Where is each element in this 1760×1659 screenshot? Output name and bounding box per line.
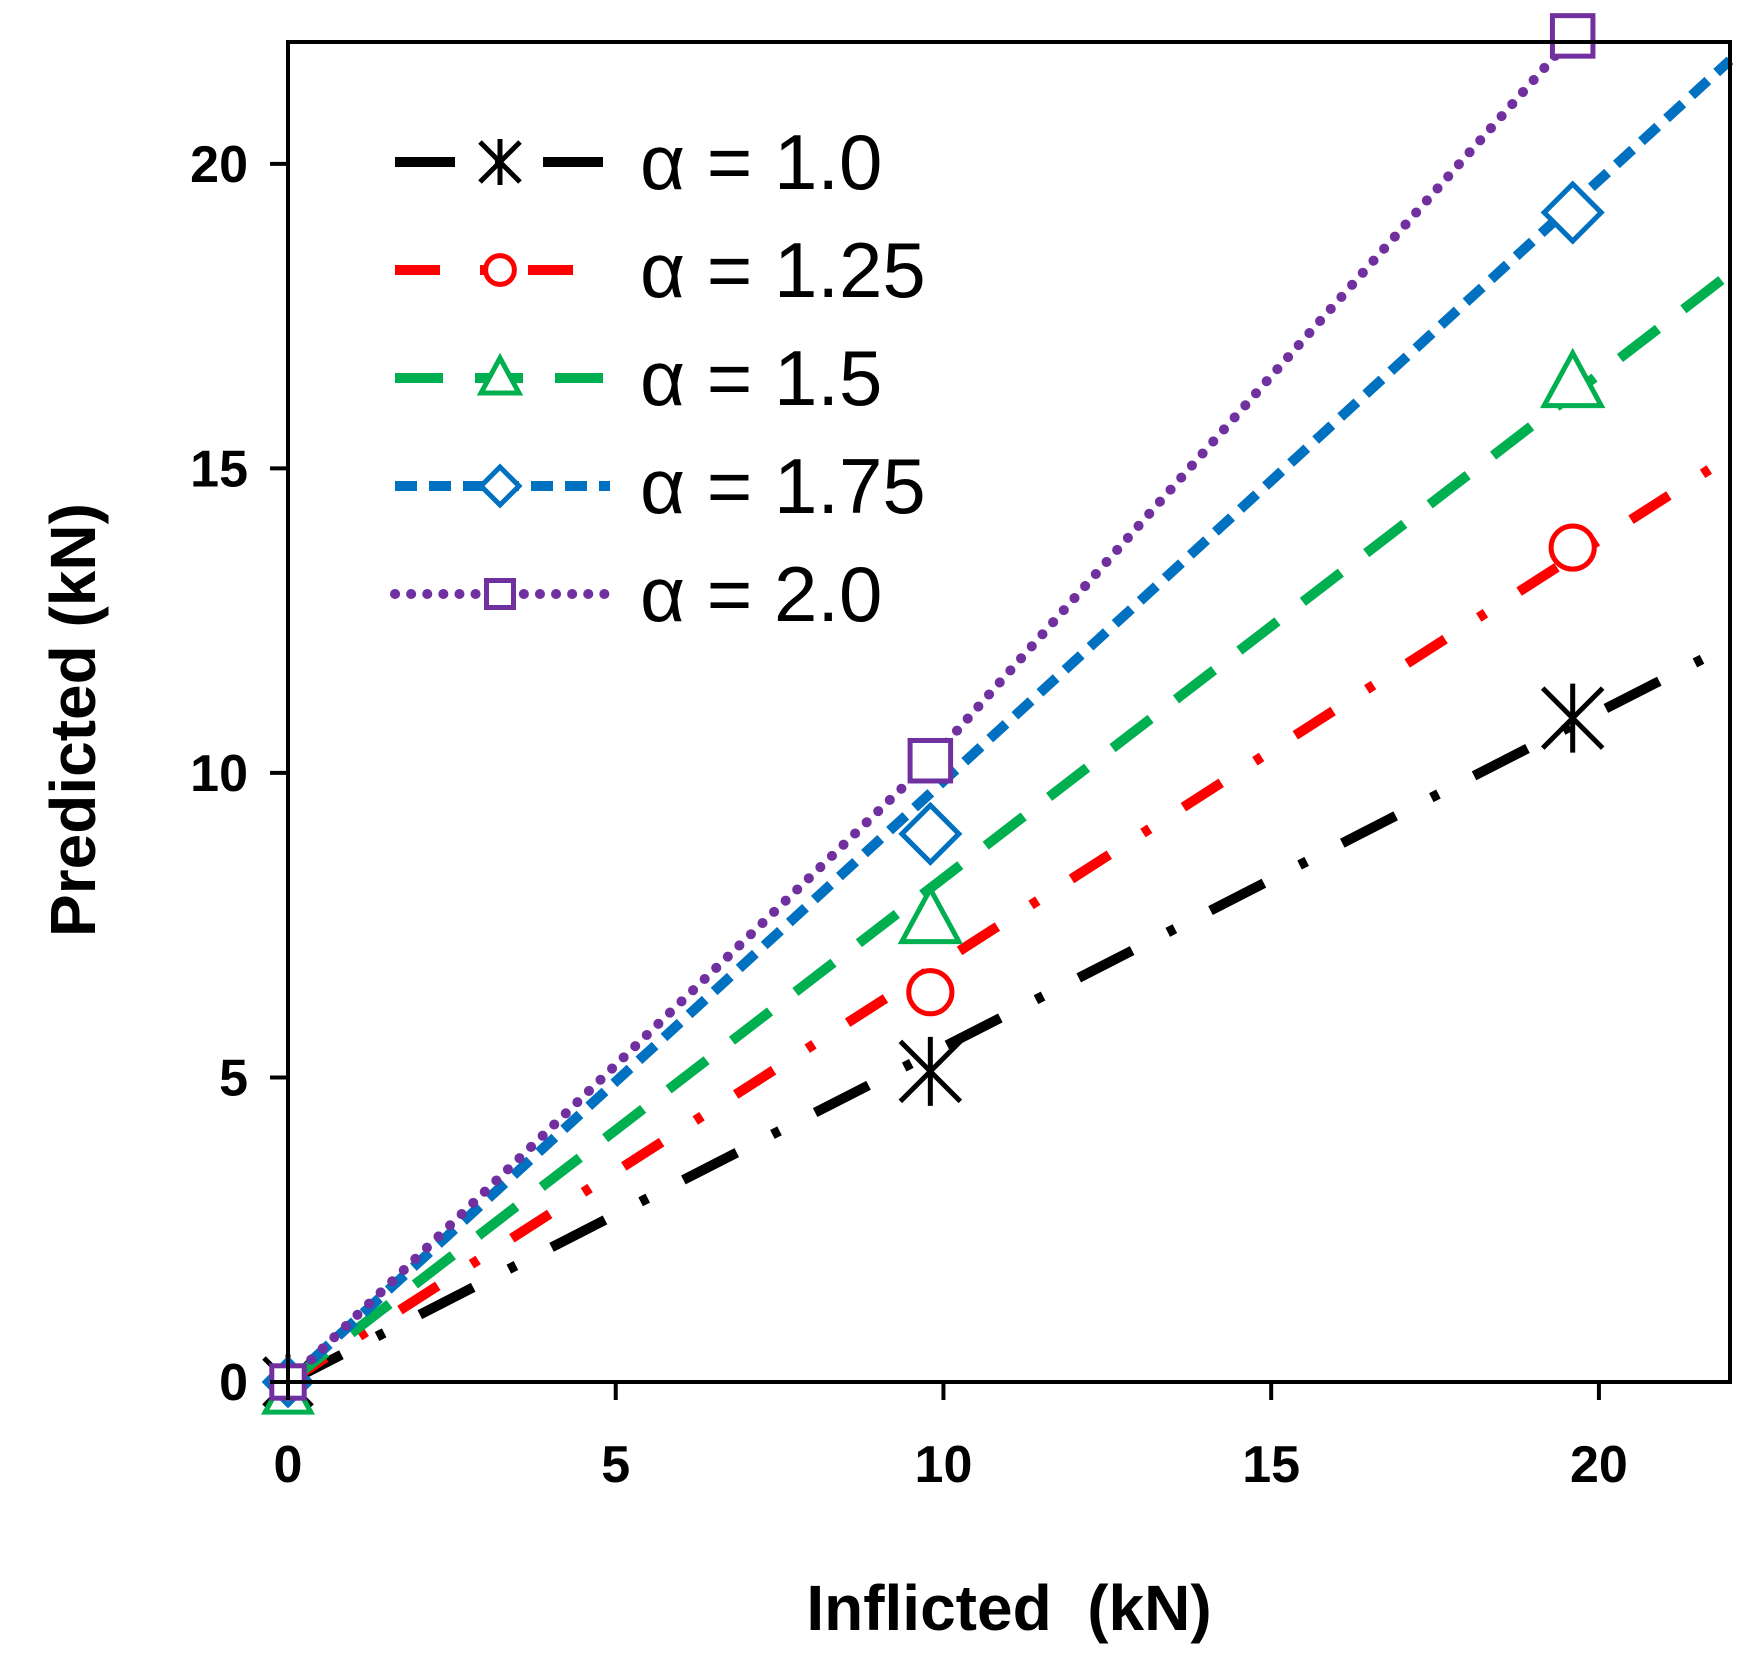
data-point [898,801,963,866]
data-point [906,968,955,1017]
legend-label: α = 2.0 [640,550,882,638]
data-point [898,1036,963,1106]
series-3 [261,56,1734,1409]
x-axis: 0 5 10 15 20 [274,1382,1628,1494]
legend-marker [476,352,524,396]
data-point [1540,683,1605,753]
data-point [1548,523,1597,572]
series-layer [260,13,1734,1415]
y-tick-label: 0 [219,1354,248,1412]
y-axis: 0 5 10 15 20 [190,136,288,1412]
y-axis-title: Predicted (kN) [37,503,109,937]
legend-marker [483,253,517,287]
series-line [285,640,1733,1387]
data-point [897,883,964,945]
legend-item-3: α = 1.75 [395,442,926,530]
x-tick-label: 0 [274,1436,303,1494]
legend-item-2: α = 1.5 [395,334,882,422]
legend-marker [478,139,522,185]
series-2 [260,269,1734,1415]
series-0 [262,640,1733,1410]
x-tick-label: 5 [601,1436,630,1494]
x-tick-label: 10 [915,1436,973,1494]
data-point [907,737,954,784]
legend-item-1: α = 1.25 [395,226,926,314]
y-tick-label: 15 [190,440,248,498]
legend-label: α = 1.25 [640,226,926,314]
legend-label: α = 1.75 [640,442,926,530]
legend-marker [477,463,523,509]
series-line [283,30,1578,1387]
plot-frame [286,40,1732,1384]
legend-item-0: α = 1.0 [395,118,882,206]
series-line [284,56,1734,1386]
x-tick-label: 20 [1570,1436,1628,1494]
y-tick-label: 20 [190,136,248,194]
legend-item-4: α = 2.0 [390,550,882,638]
series-line [285,451,1733,1387]
x-axis-title: Inflicted (kN) [806,1572,1211,1644]
y-tick-label: 5 [219,1049,248,1107]
legend-marker [484,578,516,610]
series-line [284,269,1734,1386]
data-point [1549,13,1596,59]
legend-label: α = 1.0 [640,118,882,206]
legend-label: α = 1.5 [640,334,882,422]
data-point [1540,180,1605,245]
legend: α = 1.0 α = 1.25 α = 1.5 α = 1.75 α = 2.0 [390,118,926,638]
y-tick-label: 10 [190,745,248,803]
series-4 [269,13,1596,1401]
x-tick-label: 15 [1242,1436,1300,1494]
data-point [1539,347,1606,409]
